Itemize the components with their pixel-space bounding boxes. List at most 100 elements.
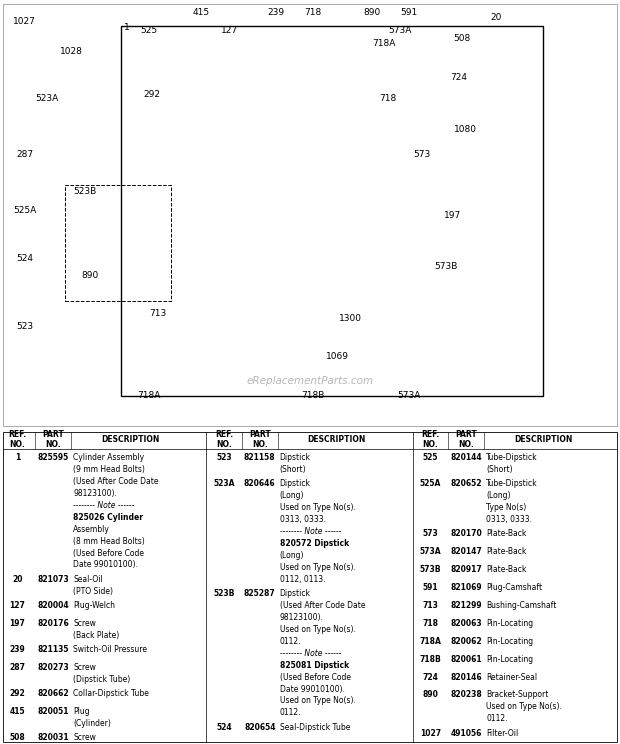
Text: 821073: 821073 — [37, 575, 69, 584]
Text: Plug-Camshaft: Plug-Camshaft — [486, 583, 542, 592]
Text: (Used Before Code: (Used Before Code — [73, 548, 144, 557]
Text: Dipstick: Dipstick — [280, 589, 311, 598]
Text: 718A: 718A — [137, 391, 161, 400]
Text: 821158: 821158 — [244, 453, 276, 462]
Text: Tube-Dipstick: Tube-Dipstick — [486, 453, 538, 462]
Text: Dipstick: Dipstick — [280, 453, 311, 462]
Text: 820273: 820273 — [37, 663, 69, 672]
Text: Screw: Screw — [73, 663, 96, 672]
Text: 523A: 523A — [35, 94, 58, 103]
Text: 821299: 821299 — [450, 601, 482, 610]
Text: Plate-Back: Plate-Back — [486, 548, 526, 557]
Text: Tube-Dipstick: Tube-Dipstick — [486, 479, 538, 488]
Text: Seal-Dipstick Tube: Seal-Dipstick Tube — [280, 722, 350, 731]
Text: REF.
NO.: REF. NO. — [421, 430, 440, 449]
Text: 573A: 573A — [397, 391, 421, 400]
Text: 890: 890 — [363, 8, 381, 17]
Text: 713: 713 — [149, 310, 167, 318]
Text: (Dipstick Tube): (Dipstick Tube) — [73, 675, 130, 684]
Text: 820004: 820004 — [37, 601, 69, 610]
Text: 820062: 820062 — [450, 637, 482, 646]
Text: (Long): (Long) — [280, 551, 304, 560]
Text: Bracket-Support: Bracket-Support — [486, 690, 549, 699]
Text: 713: 713 — [422, 601, 438, 610]
Text: 525: 525 — [423, 453, 438, 462]
Text: PART
NO.: PART NO. — [42, 430, 64, 449]
Text: 821069: 821069 — [450, 583, 482, 592]
Text: Assembly: Assembly — [73, 525, 110, 533]
Text: (PTO Side): (PTO Side) — [73, 587, 113, 596]
Text: 0313, 0333.: 0313, 0333. — [486, 515, 532, 524]
Text: Pin-Locating: Pin-Locating — [486, 619, 533, 628]
Text: 1: 1 — [124, 24, 130, 33]
Text: 1080: 1080 — [453, 124, 477, 133]
Text: 491056: 491056 — [451, 728, 482, 738]
Text: (Used After Code Date: (Used After Code Date — [73, 477, 159, 486]
Text: 890: 890 — [81, 271, 99, 280]
Text: 0313, 0333.: 0313, 0333. — [280, 515, 326, 524]
Text: 525: 525 — [140, 25, 157, 35]
Text: 820662: 820662 — [37, 689, 69, 699]
Text: 573: 573 — [413, 150, 430, 159]
Text: Filter-Oil: Filter-Oil — [486, 728, 518, 738]
Text: Used on Type No(s).: Used on Type No(s). — [280, 625, 355, 634]
Text: (Short): (Short) — [486, 465, 513, 474]
Text: 1300: 1300 — [339, 314, 362, 323]
Text: Type No(s): Type No(s) — [486, 503, 526, 512]
Text: 718: 718 — [304, 8, 322, 17]
Text: Date 99010100).: Date 99010100). — [280, 684, 345, 693]
Text: 591: 591 — [401, 8, 418, 17]
Text: 724: 724 — [450, 73, 467, 82]
Text: 820654: 820654 — [244, 722, 275, 731]
Text: 825026 Cylinder: 825026 Cylinder — [73, 513, 143, 522]
Text: Used on Type No(s).: Used on Type No(s). — [280, 563, 355, 572]
Text: 525A: 525A — [420, 479, 441, 488]
Text: Used on Type No(s).: Used on Type No(s). — [280, 696, 355, 705]
Text: DESCRIPTION: DESCRIPTION — [514, 435, 572, 444]
Text: 523: 523 — [16, 322, 33, 331]
Text: -------- Note ------: -------- Note ------ — [280, 649, 341, 658]
Text: 718: 718 — [422, 619, 438, 628]
Text: 718B: 718B — [301, 391, 325, 400]
Text: Used on Type No(s).: Used on Type No(s). — [280, 503, 355, 512]
Text: 718B: 718B — [419, 655, 441, 664]
Text: 718A: 718A — [419, 637, 441, 646]
Text: Plug-Welch: Plug-Welch — [73, 601, 115, 610]
Text: Plug: Plug — [73, 708, 90, 716]
Text: 573A: 573A — [388, 25, 412, 35]
Text: 20: 20 — [490, 13, 502, 22]
Text: 1: 1 — [15, 453, 20, 462]
Bar — [121, 26, 542, 396]
Text: 573B: 573B — [420, 565, 441, 574]
Text: 508: 508 — [453, 34, 471, 43]
Text: 825287: 825287 — [244, 589, 276, 598]
Text: Pin-Locating: Pin-Locating — [486, 655, 533, 664]
Text: 292: 292 — [9, 689, 25, 699]
Text: 890: 890 — [422, 690, 438, 699]
Text: 0112.: 0112. — [280, 708, 301, 717]
Text: 239: 239 — [267, 8, 285, 17]
Text: REF.
NO.: REF. NO. — [215, 430, 233, 449]
Text: PART
NO.: PART NO. — [249, 430, 271, 449]
Text: 820917: 820917 — [450, 565, 482, 574]
Text: 197: 197 — [444, 211, 461, 219]
Text: 0112, 0113.: 0112, 0113. — [280, 575, 325, 584]
Text: (Used After Code Date: (Used After Code Date — [280, 601, 365, 610]
Text: 127: 127 — [221, 25, 238, 35]
Text: Cylinder Assembly: Cylinder Assembly — [73, 453, 144, 462]
Text: Plate-Back: Plate-Back — [486, 565, 526, 574]
Text: DESCRIPTION: DESCRIPTION — [308, 435, 366, 444]
Text: 525A: 525A — [13, 206, 37, 215]
Text: (Cylinder): (Cylinder) — [73, 719, 111, 728]
Text: 0112.: 0112. — [280, 637, 301, 646]
Text: 1069: 1069 — [326, 353, 350, 362]
Text: PART
NO.: PART NO. — [455, 430, 477, 449]
Text: 523B: 523B — [213, 589, 234, 598]
Text: (Back Plate): (Back Plate) — [73, 631, 120, 640]
Text: 1027: 1027 — [14, 17, 36, 26]
Text: Dipstick: Dipstick — [280, 479, 311, 488]
Text: 508: 508 — [9, 734, 25, 743]
Text: 524: 524 — [216, 722, 232, 731]
Text: 287: 287 — [16, 150, 33, 159]
Text: 820031: 820031 — [37, 734, 69, 743]
